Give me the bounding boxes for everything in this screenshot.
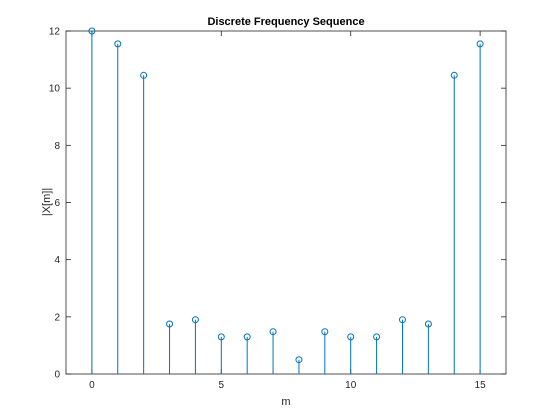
x-axis-label: m [281,396,290,408]
y-tick-label-6: 12 [49,27,61,38]
x-tick-label-0: 0 [89,380,95,391]
stem-marker-0 [88,27,96,35]
stem-marker-4 [191,316,199,324]
axes-frame [65,30,507,375]
stem-marker-13 [424,320,432,328]
stem-marker-9 [321,328,329,336]
stem-marker-2 [140,71,148,79]
stems-layer [88,27,484,374]
y-tick-label-2: 4 [54,255,60,266]
stem-marker-10 [347,333,355,341]
stem-marker-11 [373,333,381,341]
y-tick-label-0: 0 [54,370,60,381]
stem-marker-14 [450,71,458,79]
stem-marker-7 [269,328,277,336]
x-tick-label-1: 5 [219,380,225,391]
stem-marker-15 [476,40,484,48]
y-tick-label-1: 2 [54,312,60,323]
y-axis-label: |X[m]| [41,188,53,216]
y-tick-label-5: 10 [49,84,61,95]
stem-marker-8 [295,356,303,364]
y-tick-label-4: 8 [54,141,60,152]
y-tick-label-3: 6 [54,198,60,209]
x-tick-label-3: 15 [475,380,487,391]
x-tick-label-2: 10 [345,380,357,391]
stem-marker-1 [114,40,122,48]
stem-marker-3 [166,320,174,328]
stem-marker-6 [243,333,251,341]
ticks-layer: 0 5 10 15 0 2 4 6 8 10 12 [49,27,506,391]
stem-marker-12 [398,316,406,324]
chart-title: Discrete Frequency Sequence [207,16,364,28]
stem-marker-5 [217,333,225,341]
